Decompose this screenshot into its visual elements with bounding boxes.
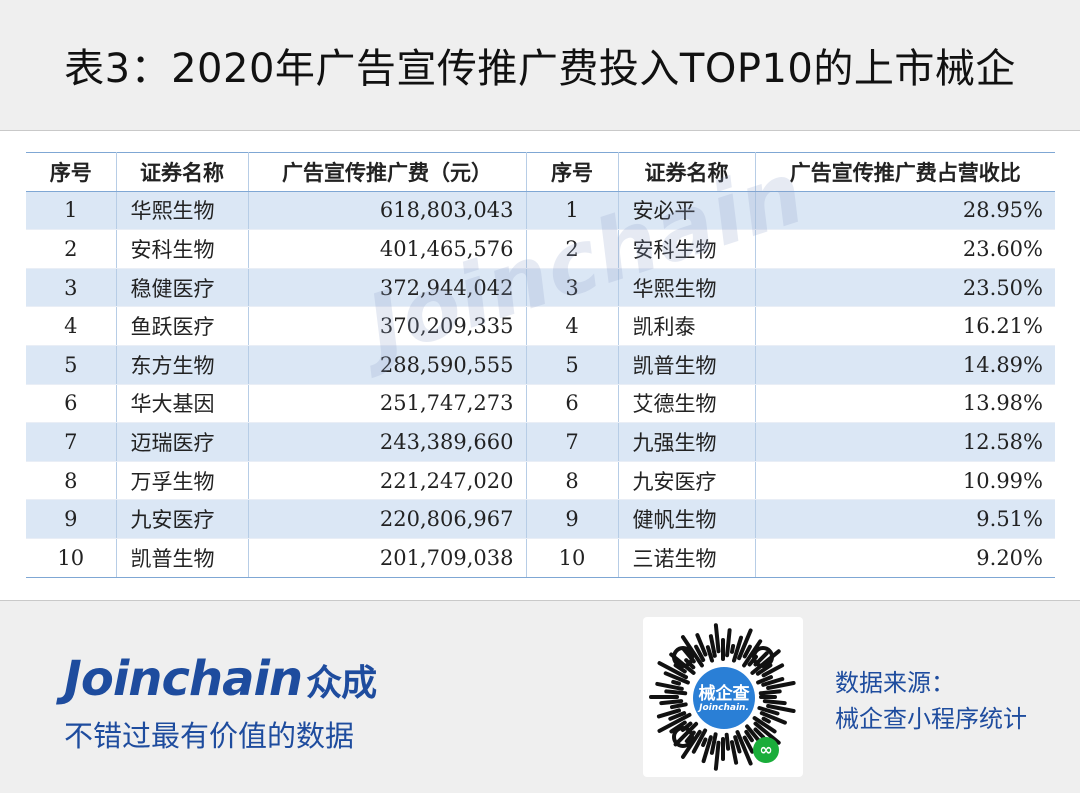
header-rank-left: 序号 xyxy=(26,152,117,192)
qr-center-badge: 械企查 Joinchain. xyxy=(693,667,755,729)
cell-name-right: 安必平 xyxy=(618,191,756,231)
qr-label-cn: 械企查 xyxy=(698,684,750,704)
cell-name-left: 东方生物 xyxy=(116,345,249,385)
table-row: 1 华熙生物 618,803,043 1 安必平 28.95% xyxy=(26,191,1055,231)
cell-spend: 370,209,335 xyxy=(248,306,527,346)
cell-rank-left: 10 xyxy=(26,538,117,578)
cell-spend: 372,944,042 xyxy=(248,268,527,308)
cell-ratio: 9.20% xyxy=(755,538,1055,578)
cell-rank-left: 7 xyxy=(26,422,117,462)
qr-pattern xyxy=(649,623,796,771)
cell-name-left: 鱼跃医疗 xyxy=(116,306,249,346)
cell-spend: 243,389,660 xyxy=(248,422,527,462)
cell-ratio: 9.51% xyxy=(755,499,1055,539)
data-table: 序号 证券名称 广告宣传推广费（元） 序号 证券名称 广告宣传推广费占营收比 1… xyxy=(26,152,1055,578)
cell-rank-right: 7 xyxy=(526,422,619,462)
source-label: 数据来源： xyxy=(835,669,955,697)
cell-spend: 201,709,038 xyxy=(248,538,527,578)
qr-code-icon: 械企查 Joinchain. ∞ xyxy=(643,617,803,777)
cell-rank-right: 8 xyxy=(526,461,619,501)
cell-name-right: 三诺生物 xyxy=(618,538,756,578)
cell-ratio: 10.99% xyxy=(755,461,1055,501)
table-row: 4 鱼跃医疗 370,209,335 4 凯利泰 16.21% xyxy=(26,306,1055,346)
cell-ratio: 23.50% xyxy=(755,268,1055,308)
table-row: 8 万孚生物 221,247,020 8 九安医疗 10.99% xyxy=(26,461,1055,501)
cell-name-right: 安科生物 xyxy=(618,229,756,269)
cell-rank-right: 6 xyxy=(526,384,619,424)
page-title: 表3：2020年广告宣传推广费投入TOP10的上市械企 xyxy=(64,46,1016,92)
cell-name-left: 华熙生物 xyxy=(116,191,249,231)
cell-spend: 221,247,020 xyxy=(248,461,527,501)
table-row: 2 安科生物 401,465,576 2 安科生物 23.60% xyxy=(26,229,1055,269)
cell-rank-left: 1 xyxy=(26,191,117,231)
header-name-right: 证券名称 xyxy=(618,152,756,192)
cell-ratio: 28.95% xyxy=(755,191,1055,231)
header-name-left: 证券名称 xyxy=(116,152,249,192)
cell-rank-right: 2 xyxy=(526,229,619,269)
mini-program-icon: ∞ xyxy=(753,737,779,763)
cell-name-left: 安科生物 xyxy=(116,229,249,269)
table-row: 3 稳健医疗 372,944,042 3 华熙生物 23.50% xyxy=(26,268,1055,308)
cell-spend: 220,806,967 xyxy=(248,499,527,539)
cell-name-right: 华熙生物 xyxy=(618,268,756,308)
cell-name-right: 九安医疗 xyxy=(618,461,756,501)
brand-name-cn: 众成 xyxy=(306,663,377,704)
cell-spend: 288,590,555 xyxy=(248,345,527,385)
cell-rank-right: 1 xyxy=(526,191,619,231)
cell-name-right: 凯利泰 xyxy=(618,306,756,346)
cell-spend: 401,465,576 xyxy=(248,229,527,269)
cell-ratio: 16.21% xyxy=(755,306,1055,346)
table-header-row: 序号 证券名称 广告宣传推广费（元） 序号 证券名称 广告宣传推广费占营收比 xyxy=(26,152,1055,192)
brand-logo: Joinchain 众成 xyxy=(64,651,377,707)
cell-rank-left: 6 xyxy=(26,384,117,424)
qr-label-en: Joinchain. xyxy=(699,703,749,713)
source-value: 械企查小程序统计 xyxy=(835,705,1027,733)
table-container: 序号 证券名称 广告宣传推广费（元） 序号 证券名称 广告宣传推广费占营收比 1… xyxy=(26,152,1055,578)
header-ratio: 广告宣传推广费占营收比 xyxy=(755,152,1055,192)
cell-name-right: 九强生物 xyxy=(618,422,756,462)
cell-name-right: 凯普生物 xyxy=(618,345,756,385)
table-row: 6 华大基因 251,747,273 6 艾德生物 13.98% xyxy=(26,384,1055,424)
header: 表3：2020年广告宣传推广费投入TOP10的上市械企 xyxy=(0,0,1080,131)
cell-name-left: 迈瑞医疗 xyxy=(116,422,249,462)
footer: Joinchain 众成 不错过最有价值的数据 械企查 Joinchain. ∞ … xyxy=(0,600,1080,793)
table-row: 5 东方生物 288,590,555 5 凯普生物 14.89% xyxy=(26,345,1055,385)
header-rank-right: 序号 xyxy=(526,152,619,192)
table-row: 9 九安医疗 220,806,967 9 健帆生物 9.51% xyxy=(26,499,1055,539)
cell-ratio: 12.58% xyxy=(755,422,1055,462)
cell-name-left: 九安医疗 xyxy=(116,499,249,539)
table-row: 10 凯普生物 201,709,038 10 三诺生物 9.20% xyxy=(26,538,1055,578)
data-source: 数据来源： 械企查小程序统计 xyxy=(835,665,1027,737)
cell-name-left: 稳健医疗 xyxy=(116,268,249,308)
cell-ratio: 13.98% xyxy=(755,384,1055,424)
cell-rank-right: 10 xyxy=(526,538,619,578)
cell-rank-left: 4 xyxy=(26,306,117,346)
cell-name-left: 华大基因 xyxy=(116,384,249,424)
cell-rank-left: 2 xyxy=(26,229,117,269)
cell-rank-left: 9 xyxy=(26,499,117,539)
cell-name-left: 万孚生物 xyxy=(116,461,249,501)
cell-rank-right: 9 xyxy=(526,499,619,539)
cell-rank-right: 4 xyxy=(526,306,619,346)
cell-name-right: 健帆生物 xyxy=(618,499,756,539)
cell-rank-left: 5 xyxy=(26,345,117,385)
slogan: 不错过最有价值的数据 xyxy=(64,719,355,753)
cell-rank-left: 8 xyxy=(26,461,117,501)
cell-spend: 618,803,043 xyxy=(248,191,527,231)
table-row: 7 迈瑞医疗 243,389,660 7 九强生物 12.58% xyxy=(26,422,1055,462)
header-spend: 广告宣传推广费（元） xyxy=(248,152,527,192)
brand-name-en: Joinchain xyxy=(64,651,303,707)
cell-spend: 251,747,273 xyxy=(248,384,527,424)
cell-name-left: 凯普生物 xyxy=(116,538,249,578)
cell-name-right: 艾德生物 xyxy=(618,384,756,424)
cell-rank-left: 3 xyxy=(26,268,117,308)
cell-ratio: 23.60% xyxy=(755,229,1055,269)
cell-ratio: 14.89% xyxy=(755,345,1055,385)
cell-rank-right: 3 xyxy=(526,268,619,308)
cell-rank-right: 5 xyxy=(526,345,619,385)
